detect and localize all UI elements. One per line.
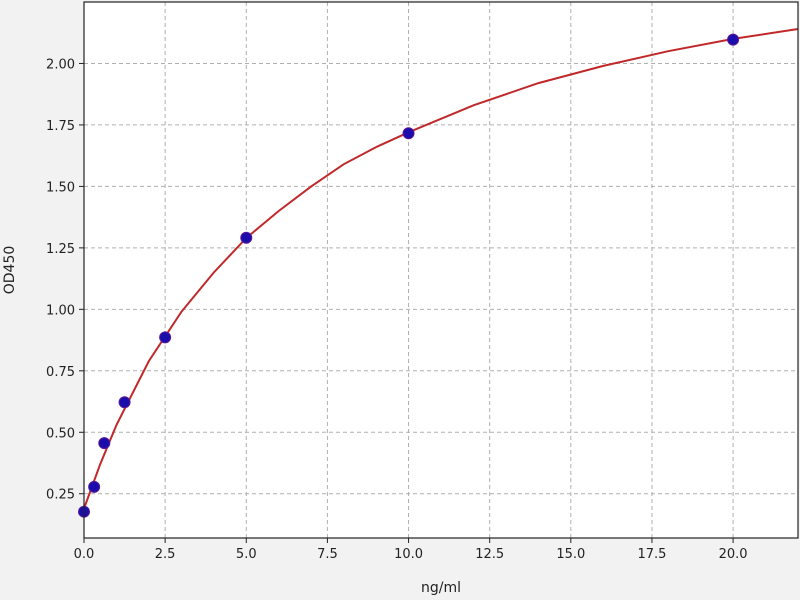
x-tick-label: 17.5 [637, 547, 666, 562]
y-axis-label: OD450 [2, 246, 18, 295]
data-point [240, 231, 253, 244]
data-point [98, 437, 111, 450]
data-point [402, 127, 415, 140]
fit-curve-layer [83, 28, 799, 509]
data-point [159, 331, 172, 344]
x-tick-label: 20.0 [719, 547, 748, 562]
x-tick-label: 12.5 [475, 547, 504, 562]
grid [83, 2, 798, 538]
x-tick-label: 5.0 [236, 547, 257, 562]
plot-area [84, 2, 798, 538]
x-tick-label: 2.5 [155, 547, 176, 562]
y-tick-label: 2.00 [46, 57, 75, 72]
y-tick-label: 1.25 [46, 242, 75, 257]
fit-curve [83, 28, 799, 509]
y-tick-label: 1.50 [46, 180, 75, 195]
y-tick-label: 0.75 [46, 365, 75, 380]
y-tick-label: 1.00 [46, 303, 75, 318]
x-tick-label: 7.5 [317, 547, 338, 562]
y-tick-label: 1.75 [46, 119, 75, 134]
data-point [118, 396, 131, 409]
data-point [88, 480, 101, 493]
x-tick-label: 10.0 [394, 547, 423, 562]
x-tick-label: 15.0 [556, 547, 585, 562]
y-tick-label: 0.50 [46, 426, 75, 441]
axes: 0.0 2.5 5.0 7.5 10.0 12.5 15.0 17.5 20.0 0.25 0.50… [46, 1, 799, 562]
data-points-layer [78, 33, 740, 518]
x-tick-label: 0.0 [74, 547, 95, 562]
data-point [727, 33, 740, 46]
y-tick-label: 0.25 [46, 488, 75, 503]
x-axis-label: ng/ml [421, 580, 461, 596]
plot-frame [83, 1, 799, 539]
